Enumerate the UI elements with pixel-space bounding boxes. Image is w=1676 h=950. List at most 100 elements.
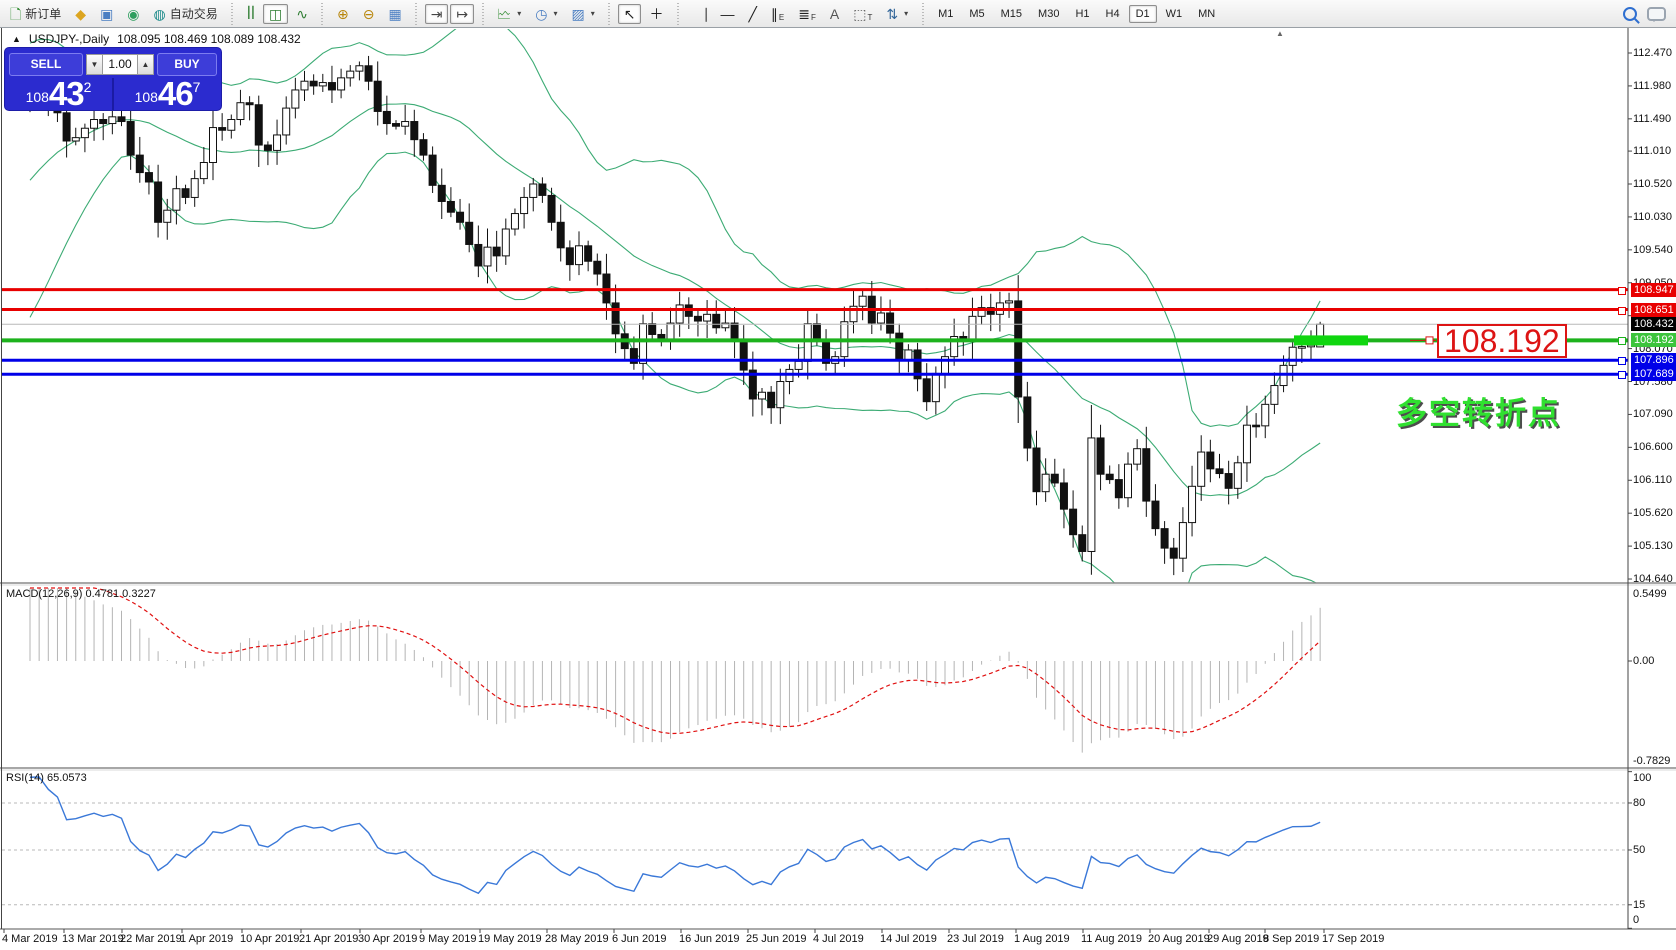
metaeditor-button[interactable]: ◆ (69, 4, 92, 24)
candle-body (227, 119, 236, 131)
candle-body (913, 349, 922, 380)
tf-mn-label: MN (1198, 7, 1216, 20)
zoom-in-icon: ⊕ (336, 5, 349, 22)
candle-body (273, 134, 282, 151)
trend-line-button[interactable]: ╱ (742, 4, 762, 24)
candle-body (90, 119, 99, 129)
signals-button[interactable]: ◉ (121, 4, 145, 24)
arrow-tools-button[interactable]: ⇅ ▾ (880, 4, 914, 24)
candle-body (703, 313, 712, 322)
period-menu-button[interactable]: ◷ ▾ (529, 4, 563, 24)
highlight-rectangle-object[interactable] (1294, 335, 1368, 346)
callout-anchor-marker (1425, 336, 1434, 345)
tf-m30[interactable]: M30 (1031, 5, 1066, 23)
vertical-line-button[interactable]: ⎹ (686, 4, 712, 24)
price-tag-marker (1618, 286, 1626, 295)
add-indicator-caret-icon[interactable]: ▾ (517, 9, 522, 18)
one-click-trading-panel: SELL ▼ 1.00 ▲ BUY 108 43 2 108 46 7 (5, 48, 221, 111)
candle-body (776, 381, 785, 409)
candle-body (1224, 473, 1233, 489)
candlestick-chart-button[interactable]: ◫ (263, 3, 289, 24)
candle-body (318, 82, 327, 87)
tf-h1[interactable]: H1 (1068, 5, 1096, 23)
candle-body (1242, 424, 1251, 464)
bar-chart-button[interactable]: ꟾꟾ (241, 4, 261, 24)
auto-scroll-button[interactable]: ↦ (450, 3, 475, 24)
tf-m1-label: M1 (938, 7, 954, 20)
x-axis-date-label: 29 Aug 2019 (1207, 933, 1269, 945)
volume-decrease-button[interactable]: ▼ (86, 53, 103, 75)
volume-value[interactable]: 1.00 (103, 53, 137, 75)
cursor-button[interactable]: ↖ (617, 3, 642, 24)
horizontal-line-icon: — (720, 5, 735, 22)
candle-body (1288, 346, 1297, 366)
tf-m5[interactable]: M5 (962, 5, 991, 23)
candle-body (1151, 500, 1160, 530)
arrow-tools-caret-icon[interactable]: ▾ (904, 9, 909, 18)
x-axis-date-label: 14 Jul 2019 (880, 933, 937, 945)
template-menu-button[interactable]: ▨ ▾ (565, 4, 600, 24)
y-axis-tick-label: 110.030 (1633, 210, 1672, 223)
zoom-out-button[interactable]: ⊖ (357, 4, 381, 24)
candle-body (639, 323, 648, 364)
text-button[interactable]: A (824, 4, 845, 24)
new-order-button[interactable]: 🗋 新订单 (4, 2, 67, 25)
horizontal-line-button[interactable]: — (714, 4, 740, 24)
x-axis-date-label: 9 May 2019 (419, 933, 477, 945)
candle-body (758, 391, 766, 400)
candle-body (876, 312, 885, 324)
candle-body (1160, 528, 1169, 549)
buy-button[interactable]: BUY (157, 52, 217, 76)
auto-trading-button[interactable]: ◍ 自动交易 (148, 2, 224, 25)
period-menu-caret-icon[interactable]: ▾ (553, 9, 558, 18)
candle-body (529, 183, 538, 198)
candle-body (1087, 437, 1096, 552)
chat-icon[interactable] (1647, 6, 1666, 22)
tf-m1[interactable]: M1 (931, 5, 960, 23)
cn-annotation-text-object[interactable]: 多空转折点 (1396, 396, 1561, 431)
chart-shift-marker-icon[interactable]: ▲ (1276, 29, 1284, 38)
equidistant-channel-button[interactable]: ∥ E (765, 2, 790, 25)
chart-shift-button[interactable]: ⇥ (424, 3, 449, 24)
x-axis-date-label: 21 Apr 2019 (299, 933, 359, 945)
new-order-label: 新订单 (25, 7, 62, 21)
candle-body (538, 183, 547, 196)
candle-body (858, 295, 867, 307)
price-callout-text-object[interactable]: 108.192 (1437, 324, 1567, 358)
terminal-button[interactable]: ▣ (94, 4, 119, 24)
candle-body (1059, 482, 1068, 510)
tf-h4[interactable]: H4 (1099, 5, 1127, 23)
price-tag-marker (1618, 306, 1626, 315)
buy-price[interactable]: 108 46 7 (114, 77, 221, 111)
tf-mn[interactable]: MN (1191, 5, 1222, 23)
tile-windows-icon: ▦ (388, 5, 402, 22)
period-menu-icon: ◷ (535, 5, 548, 22)
collapse-panel-icon[interactable]: ▲ (12, 34, 21, 44)
add-indicator-button[interactable]: 🗠 ▾ (491, 4, 527, 24)
candle-body (263, 144, 272, 151)
equidistant-channel-icon: ∥ (770, 5, 778, 22)
text-label-button[interactable]: ⬚ T (847, 2, 878, 25)
sell-price[interactable]: 108 43 2 (5, 77, 112, 111)
candle-body (931, 372, 940, 403)
tf-w1[interactable]: W1 (1159, 5, 1190, 23)
volume-increase-button[interactable]: ▲ (137, 53, 154, 75)
tile-windows-button[interactable]: ▦ (382, 4, 407, 24)
fibonacci-button[interactable]: ≣ F (792, 2, 822, 25)
sell-button[interactable]: SELL (9, 52, 83, 76)
crosshair-button[interactable]: ＋ (643, 4, 669, 24)
y-axis-tick-label: 111.010 (1633, 145, 1672, 158)
tf-d1[interactable]: D1 (1128, 4, 1157, 23)
candle-body (849, 305, 858, 323)
template-menu-caret-icon[interactable]: ▾ (590, 9, 595, 18)
price-tag-marker (1618, 371, 1626, 380)
line-chart-button[interactable]: ∿ (290, 4, 314, 24)
candle-body (977, 307, 986, 317)
candle-body (1032, 447, 1041, 493)
candle-body (144, 172, 153, 183)
zoom-in-button[interactable]: ⊕ (331, 4, 355, 24)
candle-body (199, 162, 208, 180)
tf-m15[interactable]: M15 (994, 5, 1029, 23)
search-icon[interactable] (1623, 6, 1637, 21)
